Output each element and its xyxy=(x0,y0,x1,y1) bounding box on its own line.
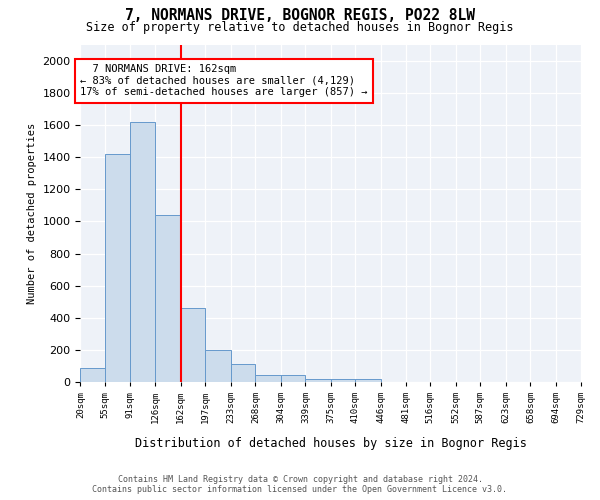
Bar xyxy=(80,368,105,382)
Bar xyxy=(355,378,381,382)
Bar xyxy=(155,215,181,382)
Y-axis label: Number of detached properties: Number of detached properties xyxy=(27,123,37,304)
Text: 7 NORMANS DRIVE: 162sqm  
← 83% of detached houses are smaller (4,129)
17% of se: 7 NORMANS DRIVE: 162sqm ← 83% of detache… xyxy=(80,64,368,98)
Text: Size of property relative to detached houses in Bognor Regis: Size of property relative to detached ho… xyxy=(86,21,514,34)
Bar xyxy=(230,364,256,382)
Bar xyxy=(331,380,355,382)
Bar xyxy=(305,378,331,382)
Bar xyxy=(130,122,155,382)
Text: 7, NORMANS DRIVE, BOGNOR REGIS, PO22 8LW: 7, NORMANS DRIVE, BOGNOR REGIS, PO22 8LW xyxy=(125,8,475,22)
Bar xyxy=(181,308,205,382)
X-axis label: Distribution of detached houses by size in Bognor Regis: Distribution of detached houses by size … xyxy=(134,437,526,450)
Text: Contains HM Land Registry data © Crown copyright and database right 2024.
Contai: Contains HM Land Registry data © Crown c… xyxy=(92,474,508,494)
Bar xyxy=(281,376,305,382)
Bar xyxy=(105,154,130,382)
Bar xyxy=(256,374,281,382)
Bar xyxy=(205,350,230,382)
